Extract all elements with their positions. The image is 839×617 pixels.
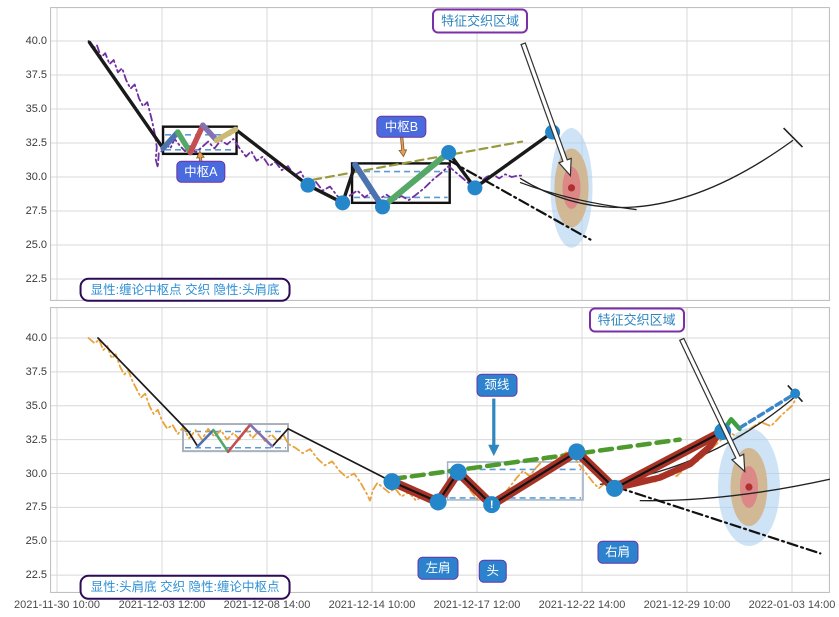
y-tick-label: 22.5: [25, 569, 47, 582]
series-neckline-green-dashed: [390, 437, 682, 482]
series-chan-segment-green-a: [175, 129, 194, 156]
pivot-dot: [606, 479, 624, 497]
legend-top: 显性:缠论中枢点 交织 隐性:头肩底: [79, 277, 291, 303]
x-tick-label: 2021-12-29 10:00: [643, 599, 731, 611]
series-chan-segment-blue-b: [352, 161, 386, 210]
label-zhongshu-a: 中枢A: [176, 160, 226, 183]
x-tick-label: 2021-12-08 14:00: [223, 599, 311, 611]
pivot-dot: [429, 493, 447, 511]
series-chan-segment-purple-a: [200, 122, 220, 144]
series-price-dashdot-purple: [87, 40, 525, 201]
series-trendline-black-dashdot: [615, 486, 822, 555]
x-tick-label: 2021-12-03 12:00: [118, 599, 206, 611]
panel-bottom: !: [50, 307, 830, 593]
pivot-dot: [449, 463, 467, 481]
series-chan-segment-blue-thin: [196, 428, 215, 448]
y-tick-label: 32.5: [25, 137, 47, 149]
label-left-shoulder: 左肩: [417, 557, 459, 580]
target-zone-center-dot: [567, 184, 576, 192]
zhongshu-b-arrow: [398, 134, 408, 158]
label-feature-zone-bottom: 特征交织区域: [588, 307, 685, 333]
target-zone-center-dot: [745, 483, 753, 491]
series-trendline-black-dashdot: [448, 159, 592, 241]
hidden-zhongshu-box: [182, 423, 289, 453]
feature-zone-arrow: [678, 337, 746, 473]
y-tick-label: 37.5: [25, 365, 47, 378]
y-tick-label: 40.0: [25, 332, 47, 344]
forecast-arc-long: [519, 139, 794, 209]
y-tick-label: 35.0: [25, 103, 47, 115]
y-tick-label: 25.0: [25, 239, 47, 251]
x-tick-label: 2021-11-30 10:00: [13, 599, 101, 611]
plot-border: [50, 7, 830, 301]
y-tick-label: 30.0: [25, 467, 47, 480]
feature-zone-arrow: [520, 42, 572, 178]
label-neckline: 颈线: [476, 374, 518, 397]
pivot-dot: [483, 496, 501, 514]
x-tick-label: 2021-12-17 12:00: [433, 599, 521, 611]
series-chan-segment-green-thin: [212, 428, 230, 454]
x-tick-label: 2022-01-03 14:00: [748, 599, 836, 611]
series-chan-segment-red-a: [187, 122, 206, 156]
y-tick-label: 32.5: [25, 433, 47, 446]
series-chan-segment-red-thin: [226, 423, 252, 454]
neckline-arrow: [488, 398, 500, 457]
pivot-dot: [568, 443, 586, 461]
label-head: 头: [478, 559, 508, 583]
series-chan-segment-green-b: [379, 149, 452, 210]
legend-bottom: 显性:头肩底 交织 隐性:缠论中枢点: [79, 575, 291, 600]
y-tick-label: 25.0: [25, 535, 47, 548]
forecast-arc-lower: [639, 478, 830, 502]
y-tick-label: 35.0: [25, 399, 47, 412]
pivot-dot: [467, 180, 483, 196]
x-tick-label: 2021-12-22 14:00: [538, 599, 626, 611]
series-head-shoulders-band-red-branch: [611, 429, 723, 492]
arc-end-cap: [783, 127, 804, 148]
series-olive-trendline-dashed: [312, 140, 524, 181]
pivot-dot-small: [790, 388, 801, 399]
head-dot-exclamation: !: [490, 499, 494, 511]
zhongshu-box-b: [350, 162, 451, 205]
label-zhongshu-b: 中枢B: [376, 115, 427, 138]
pivot-dot: [383, 473, 401, 491]
y-tick-label: 27.5: [25, 205, 47, 217]
y-tick-label: 40.0: [25, 35, 47, 47]
series-chan-segment-tan-a: [213, 126, 239, 144]
panel-top: [50, 7, 830, 301]
label-feature-zone-top: 特征交织区域: [432, 8, 529, 34]
y-tick-label: 30.0: [25, 171, 47, 183]
label-right-shoulder: 右肩: [597, 540, 639, 564]
series-chan-segment-purple-thin: [248, 423, 274, 448]
pivot-dot: [375, 199, 390, 215]
series-chan-segment-blue-a: [160, 129, 181, 152]
pivot-dot: [300, 177, 316, 193]
forecast-arc-short: [519, 181, 637, 211]
x-tick-label: 2021-12-14 10:00: [328, 599, 416, 611]
pivot-dot: [335, 195, 351, 211]
pivot-dot: [441, 145, 457, 161]
series-forecast-blue-dashed: [738, 391, 797, 430]
y-tick-label: 22.5: [25, 273, 47, 285]
series-pivot-line-black: [87, 40, 555, 209]
y-tick-label: 37.5: [25, 69, 47, 81]
plot-border: [50, 307, 830, 593]
y-tick-label: 27.5: [25, 501, 47, 514]
